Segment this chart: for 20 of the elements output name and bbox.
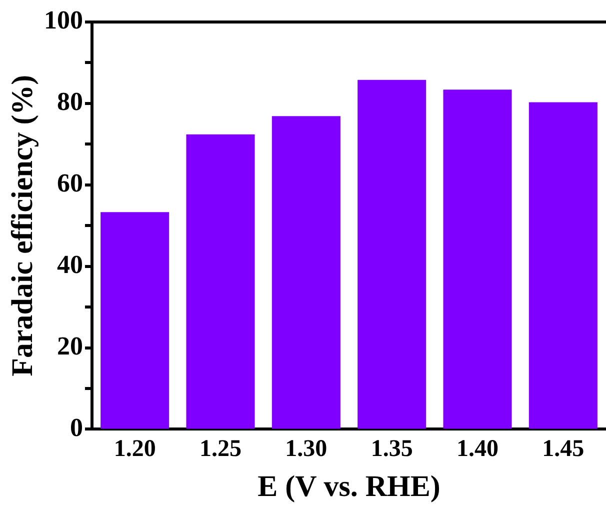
x-tick-label: 1.25 [200, 436, 242, 462]
x-tick-label: 1.35 [370, 436, 413, 462]
bar [100, 212, 170, 429]
x-tick-label: 1.45 [542, 436, 584, 462]
y-tick-label: 100 [44, 6, 83, 35]
bar [272, 116, 340, 429]
y-tick-label: 80 [57, 87, 83, 116]
bar [186, 134, 255, 429]
x-tick-label: 1.30 [285, 436, 328, 462]
bar [443, 90, 512, 429]
y-tick-label: 0 [70, 412, 83, 442]
x-tick-label: 1.40 [456, 436, 498, 462]
y-tick-label: 20 [57, 331, 83, 360]
y-tick-label: 40 [57, 250, 83, 280]
x-tick-label: 1.20 [114, 436, 156, 462]
y-tick-label: 60 [57, 168, 83, 198]
bar [358, 80, 426, 429]
bar [528, 102, 598, 429]
y-axis-title: Faradaic efficiency (%) [6, 74, 39, 376]
x-axis-title: E (V vs. RHE) [258, 470, 440, 503]
